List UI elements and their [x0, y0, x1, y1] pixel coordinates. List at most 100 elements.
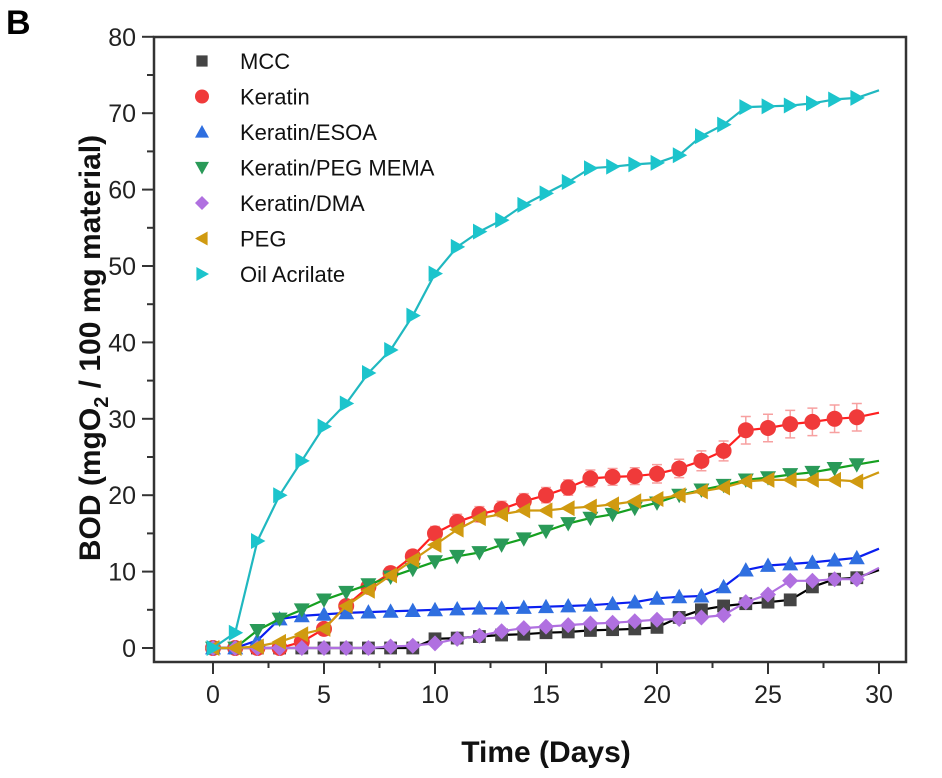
data-point: [737, 594, 754, 611]
data-point: [693, 588, 710, 603]
data-point: [672, 147, 688, 164]
data-point: [539, 185, 554, 202]
data-point: [604, 614, 621, 631]
data-point: [848, 473, 864, 490]
data-point: [848, 458, 865, 473]
x-tick-label: 15: [532, 681, 560, 709]
data-point: [671, 610, 688, 627]
data-point: [206, 640, 221, 656]
data-point: [671, 460, 688, 477]
data-point: [649, 465, 665, 482]
data-point: [782, 416, 799, 433]
x-axis: 0 5 10 15 20 25 30: [206, 662, 893, 709]
data-point: [360, 578, 377, 593]
data-point: [828, 91, 843, 108]
data-point: [604, 595, 621, 611]
data-point: [649, 491, 664, 508]
data-point: [273, 487, 288, 504]
data-point: [626, 613, 643, 630]
data-point: [473, 223, 488, 240]
data-point: [650, 154, 665, 171]
data-point: [715, 607, 732, 624]
data-point: [338, 640, 355, 656]
data-point: [316, 620, 331, 637]
x-tick-label: 25: [754, 681, 782, 709]
data-point: [671, 588, 688, 604]
data-point: [604, 496, 619, 513]
data-point: [493, 600, 510, 615]
legend-marker: [195, 89, 209, 104]
x-tick-label: 5: [317, 681, 331, 709]
data-point: [228, 624, 244, 641]
data-point: [582, 498, 597, 515]
data-point: [560, 479, 577, 496]
legend-label: Keratin/PEG MEMA: [240, 156, 435, 181]
data-point: [406, 307, 421, 324]
data-point: [826, 571, 843, 588]
data-point: [649, 611, 665, 628]
data-point: [384, 342, 399, 359]
legend: MCC Keratin Keratin/ESOA Keratin/PEG MEMA Ke…: [195, 49, 435, 287]
data-point: [249, 638, 264, 655]
data-point: [316, 606, 332, 621]
legend-item-keratin: Keratin: [195, 85, 310, 110]
data-point: [471, 546, 488, 561]
data-point: [760, 419, 776, 436]
y-axis: 0 10 20 30 40 50 60 70 80: [108, 24, 154, 663]
y-tick-label: 60: [108, 177, 136, 205]
data-point: [760, 586, 776, 603]
data-point: [826, 471, 841, 488]
y-tick-label: 70: [108, 100, 136, 128]
x-tick-label: 20: [643, 681, 671, 709]
y-tick-label: 0: [122, 635, 136, 663]
data-point: [360, 604, 377, 619]
legend-label: Keratin/ESOA: [240, 120, 377, 145]
legend-label: Oil Acrilate: [240, 262, 345, 287]
data-point: [626, 468, 643, 485]
data-point: [338, 604, 355, 620]
data-point: [427, 536, 442, 553]
data-point: [604, 507, 621, 523]
data-point: [782, 471, 797, 488]
data-point: [515, 532, 532, 547]
data-point: [717, 599, 730, 613]
data-point: [360, 582, 375, 599]
data-point: [249, 624, 266, 639]
data-point: [515, 502, 531, 519]
data-point: [493, 623, 510, 640]
legend-marker: [195, 125, 209, 138]
y-tick-label: 80: [108, 24, 136, 52]
data-point: [471, 510, 486, 527]
data-point: [695, 128, 710, 145]
data-point: [427, 525, 443, 542]
data-point: [760, 471, 775, 488]
data-point: [782, 468, 799, 483]
data-point: [848, 571, 865, 588]
data-point: [626, 594, 643, 609]
data-point: [271, 633, 286, 650]
legend-item-keratin-peg-mema: Keratin/PEG MEMA: [195, 156, 435, 181]
data-point: [693, 609, 710, 626]
data-point: [628, 156, 643, 173]
legend-label: Keratin: [240, 85, 310, 110]
data-point: [693, 452, 710, 469]
y-tick-label: 30: [108, 406, 136, 434]
legend-marker: [196, 267, 209, 281]
data-point: [495, 212, 510, 229]
data-point: [449, 521, 464, 538]
data-point: [293, 640, 310, 656]
data-point: [316, 593, 332, 608]
data-point: [538, 524, 554, 540]
data-point: [404, 637, 421, 654]
data-point: [338, 585, 355, 601]
data-point: [804, 471, 819, 488]
legend-label: Keratin/DMA: [240, 191, 365, 216]
data-point: [737, 562, 754, 577]
data-point: [316, 640, 332, 656]
y-tick-label: 50: [108, 253, 136, 281]
data-point: [715, 578, 732, 594]
data-point: [517, 196, 532, 213]
data-point: [449, 549, 466, 565]
data-point: [560, 597, 577, 613]
data-point: [493, 506, 508, 523]
